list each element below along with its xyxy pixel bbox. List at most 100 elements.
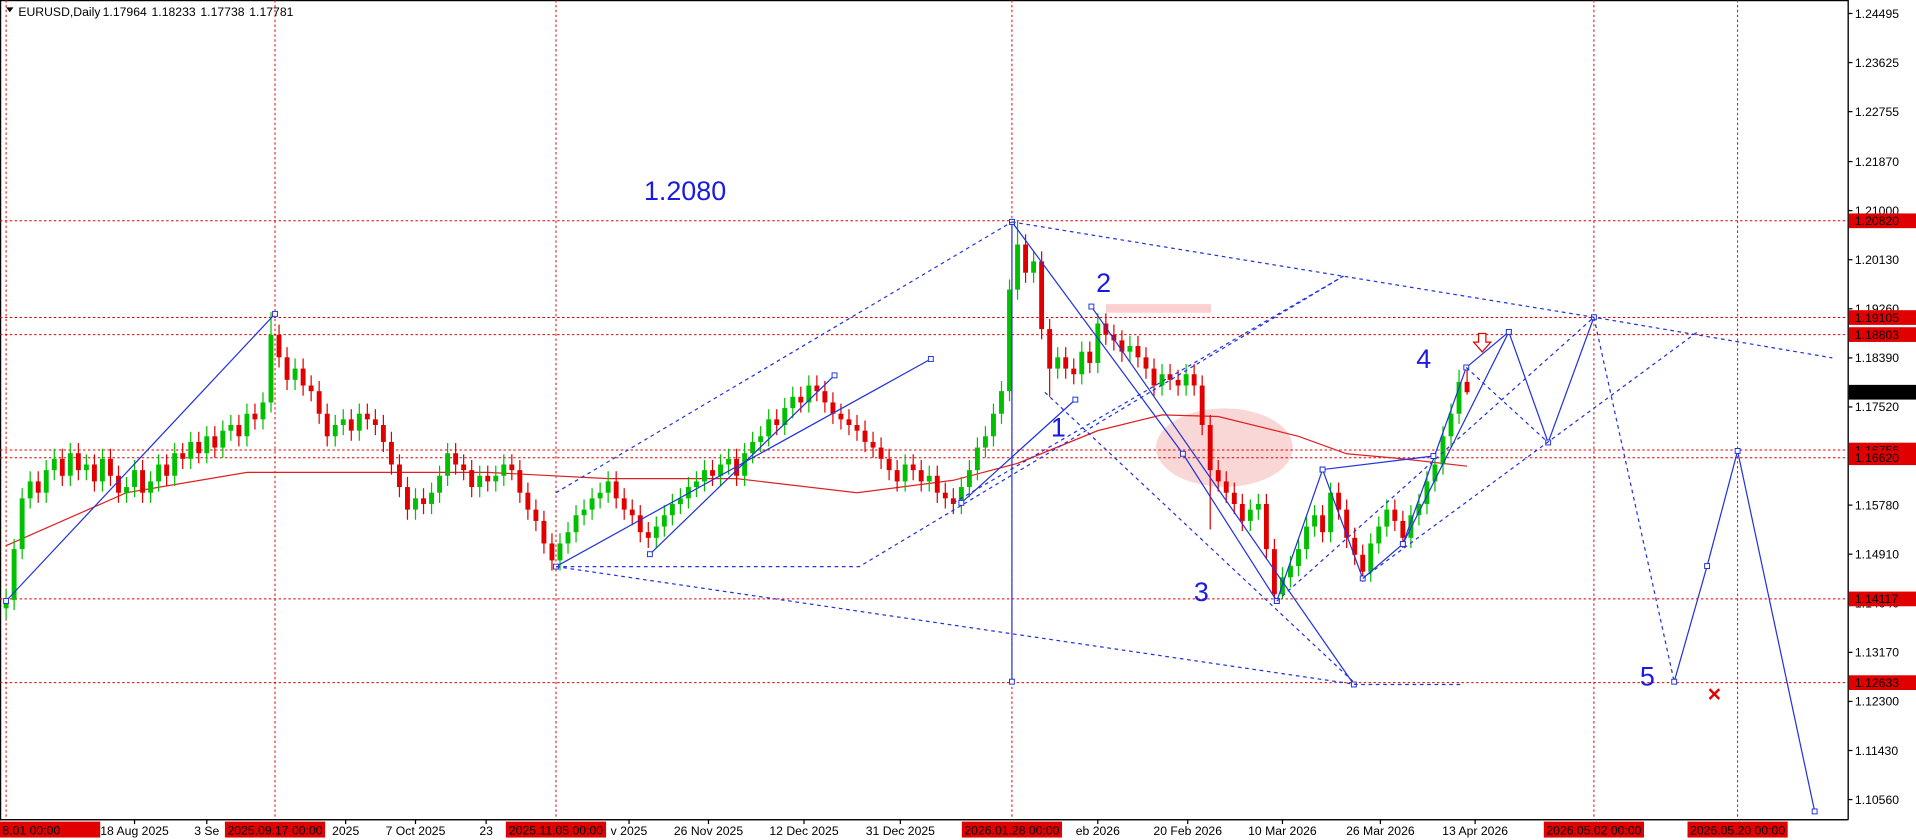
candle-body [493, 475, 499, 482]
annotation: 4 [1416, 344, 1431, 374]
candle-body [51, 458, 57, 471]
candle-body [894, 470, 900, 482]
drawing-vertex [1088, 303, 1095, 310]
candle-body [1007, 289, 1012, 392]
highlight-band [1105, 304, 1211, 313]
candle-body [99, 458, 105, 482]
cross-marker [1708, 688, 1721, 700]
y-tick-label: 1.24495 [1855, 7, 1899, 21]
level-label: 1.16620 [1855, 451, 1899, 465]
drawing-vertex [1671, 678, 1678, 685]
candle-body [83, 464, 89, 471]
candle-body [501, 464, 507, 476]
trend-drawing [953, 275, 1344, 504]
trend-drawing [960, 399, 1076, 504]
trend-drawing [1593, 317, 1675, 682]
candle-body [59, 458, 65, 476]
annotation: 1 [1051, 413, 1066, 443]
candle-body [11, 549, 17, 600]
candle-body [188, 441, 194, 459]
drawing-vertex [831, 372, 838, 379]
candle-body [1135, 346, 1141, 358]
level-label-box [1848, 213, 1916, 229]
symbol: EURUSD,Daily [18, 5, 101, 19]
trend-drawing [1362, 330, 1699, 579]
y-tick-label: 1.21870 [1855, 155, 1899, 169]
candle-body [300, 368, 306, 386]
candle-body [1023, 244, 1029, 273]
candle-body [27, 481, 33, 499]
candle-body [437, 475, 443, 493]
y-tick-label: 1.13170 [1855, 646, 1899, 660]
trend-drawing [555, 221, 1013, 494]
candle-body [790, 396, 796, 409]
candle-body [75, 453, 81, 471]
candle-body [1352, 537, 1358, 555]
candle-body [613, 481, 619, 499]
candle-body [758, 436, 764, 442]
candle-body [974, 447, 980, 471]
candle-body [525, 492, 531, 510]
x-tick-label: 20 Feb 2026 [1153, 824, 1222, 838]
y-tick-label: 1.10560 [1855, 793, 1899, 807]
candle-body [1103, 323, 1109, 335]
level-label-box [1848, 327, 1916, 342]
x-tick-label: v 2025 [611, 824, 648, 838]
drawing-vertex [1734, 448, 1741, 454]
highlight-ellipse [1155, 408, 1293, 487]
candle-body [124, 487, 129, 493]
trend-drawing [1673, 450, 1816, 812]
annotation: 3 [1194, 577, 1209, 607]
trend-drawing [555, 565, 1461, 686]
candle-body [413, 498, 418, 510]
drawing-vertex [1811, 808, 1818, 815]
level-label: 1.14117 [1855, 592, 1898, 606]
time-marker-box [1543, 821, 1645, 838]
drawing-vertex [3, 598, 10, 604]
candle-body [991, 413, 996, 437]
candle-body [942, 492, 948, 499]
candle-body [1255, 503, 1261, 510]
candle-body [292, 368, 298, 380]
candle-body [958, 487, 964, 504]
candle-body [677, 498, 683, 504]
candle-body [268, 334, 274, 403]
drawing-vertex [1179, 450, 1186, 457]
candle-body [1464, 381, 1470, 393]
trend-drawing [1402, 331, 1510, 545]
y-tick-label: 1.20130 [1855, 253, 1899, 267]
drawing-vertex [1008, 678, 1015, 685]
drawing-vertex [646, 551, 653, 558]
candle-body [702, 470, 707, 482]
trend-drawing [5, 313, 276, 602]
moving-average [5, 414, 1468, 547]
candle-body [1432, 464, 1438, 482]
candle-body [332, 425, 338, 437]
candle-body [1456, 381, 1462, 414]
candle-body [1071, 368, 1077, 375]
x-tick-label: 26 Mar 2026 [1346, 824, 1415, 838]
candle-body [782, 408, 788, 426]
candle-body [364, 413, 370, 420]
candle-body [1448, 413, 1454, 437]
candle-body [284, 357, 290, 380]
candle-body [710, 470, 715, 476]
trend-drawing [1044, 391, 1357, 685]
drawing-vertex [1072, 396, 1079, 403]
candle-body [445, 453, 451, 476]
candle-body [19, 498, 25, 550]
candle-body [694, 481, 699, 488]
candle-body [485, 475, 491, 482]
candle-body [380, 425, 386, 442]
level-label: 1.12633 [1855, 676, 1899, 690]
candle-body [926, 475, 932, 482]
y-tick-label: 1.11430 [1855, 744, 1898, 758]
candle-body [718, 464, 723, 476]
candle-body [164, 464, 170, 476]
trend-drawing [555, 275, 1344, 568]
candle-body [950, 498, 956, 504]
candle-body [220, 430, 226, 448]
candle-body [1095, 323, 1101, 363]
candle-body [116, 475, 121, 493]
